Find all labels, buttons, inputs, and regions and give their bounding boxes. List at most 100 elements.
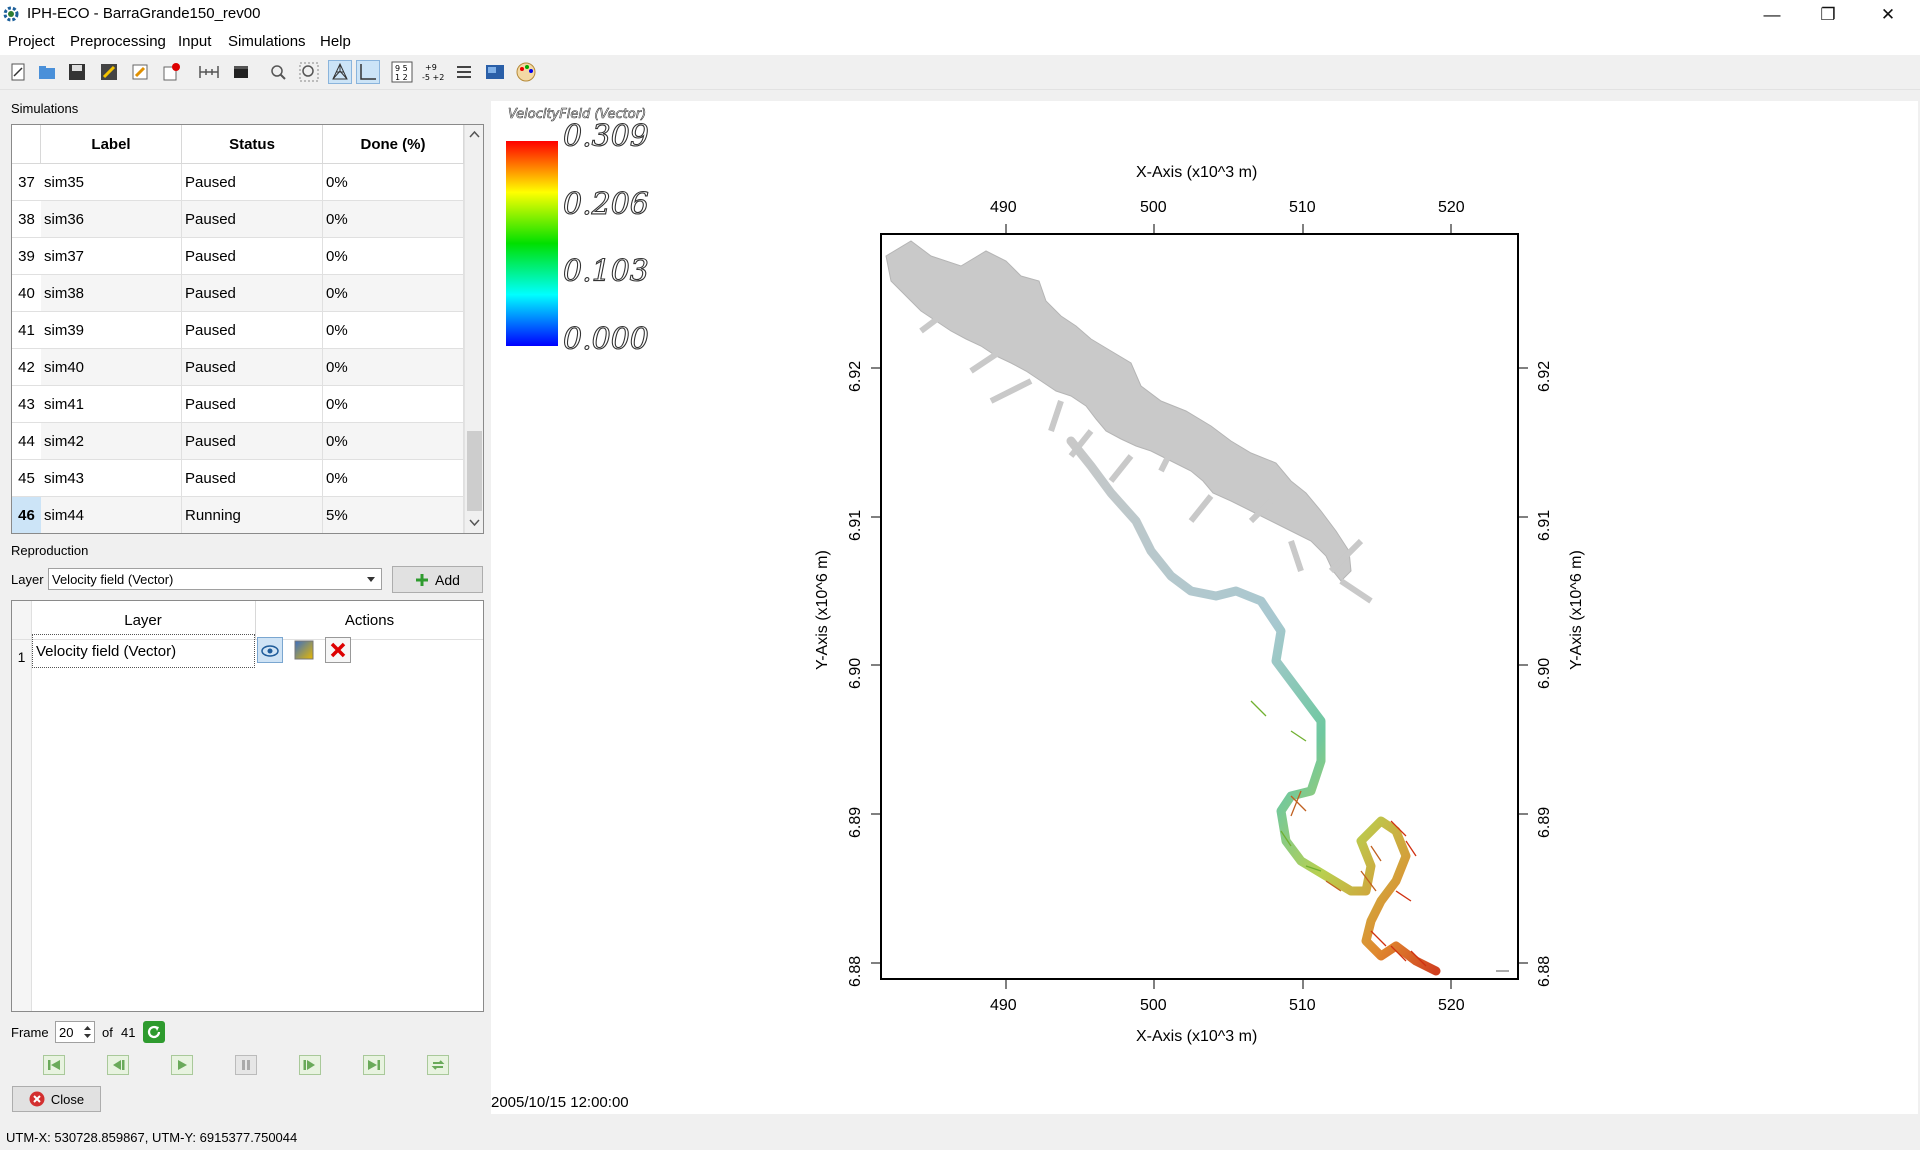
list-icon <box>455 63 473 81</box>
column-header-done[interactable]: Done (%) <box>323 125 464 163</box>
edit-button[interactable] <box>128 60 152 84</box>
legend-colorbar <box>506 141 558 346</box>
video-icon <box>232 63 250 81</box>
menu-preprocessing[interactable]: Preprocessing <box>70 33 166 50</box>
close-icon: ✕ <box>1881 5 1895 25</box>
cell-done[interactable]: 0% <box>323 275 464 311</box>
cell-done[interactable]: 0% <box>323 238 464 274</box>
previous-frame-button[interactable] <box>105 1052 131 1078</box>
cell-done[interactable]: 0% <box>323 460 464 496</box>
scroll-up-icon[interactable] <box>469 130 480 138</box>
layer-color-button[interactable] <box>291 637 317 663</box>
cell-status[interactable]: Paused <box>182 460 323 496</box>
cell-label[interactable]: sim36 <box>41 201 182 237</box>
layer-dropdown[interactable]: Velocity field (Vector) <box>48 568 382 590</box>
table-row[interactable]: 42 sim40 Paused 0% <box>12 349 464 386</box>
cell-done[interactable]: 0% <box>323 201 464 237</box>
cell-status[interactable]: Paused <box>182 312 323 348</box>
grid-button[interactable] <box>197 60 221 84</box>
table-row[interactable]: 38 sim36 Paused 0% <box>12 201 464 238</box>
table-row-selected[interactable]: 46 sim44 Running 5% <box>12 497 464 534</box>
remove-layer-button[interactable] <box>325 637 351 663</box>
cell-status[interactable]: Running <box>182 497 323 533</box>
new-project-button[interactable] <box>6 60 30 84</box>
restore-button[interactable]: ❐ <box>1800 0 1856 29</box>
plot-frame <box>881 234 1518 979</box>
play-button[interactable] <box>169 1052 195 1078</box>
cell-status[interactable]: Paused <box>182 201 323 237</box>
row-number: 38 <box>12 201 41 237</box>
cell-label[interactable]: sim37 <box>41 238 182 274</box>
cell-label[interactable]: sim40 <box>41 349 182 385</box>
cell-status[interactable]: Paused <box>182 164 323 200</box>
cell-label[interactable]: sim43 <box>41 460 182 496</box>
mesh-button[interactable] <box>328 60 352 84</box>
pause-button[interactable] <box>233 1052 259 1078</box>
simulations-scrollbar[interactable] <box>464 125 484 533</box>
zoom-button[interactable] <box>266 60 290 84</box>
table-row[interactable]: 39 sim37 Paused 0% <box>12 238 464 275</box>
column-header-label[interactable]: Label <box>41 125 182 163</box>
menu-help[interactable]: Help <box>320 33 351 50</box>
y-tick-left-688: 6.88 <box>847 956 865 987</box>
minimize-button[interactable]: — <box>1744 0 1800 29</box>
cell-label[interactable]: sim39 <box>41 312 182 348</box>
cell-status[interactable]: Paused <box>182 349 323 385</box>
table-row[interactable]: 37 sim35 Paused 0% <box>12 164 464 201</box>
notification-icon <box>161 62 181 82</box>
ruler-button[interactable]: +9 -5 +2 <box>421 60 445 84</box>
cell-done[interactable]: 0% <box>323 423 464 459</box>
loop-icon <box>427 1055 449 1075</box>
layer-name-cell[interactable]: Velocity field (Vector) <box>32 634 255 668</box>
refresh-button[interactable] <box>143 1021 165 1043</box>
next-frame-button[interactable] <box>297 1052 323 1078</box>
table-row[interactable]: 45 sim43 Paused 0% <box>12 460 464 497</box>
list-button[interactable] <box>452 60 476 84</box>
table-row[interactable]: 44 sim42 Paused 0% <box>12 423 464 460</box>
last-frame-button[interactable] <box>361 1052 387 1078</box>
cell-label[interactable]: sim41 <box>41 386 182 422</box>
cell-status[interactable]: Paused <box>182 423 323 459</box>
column-header-actions[interactable]: Actions <box>256 601 483 639</box>
open-project-button[interactable] <box>35 60 59 84</box>
table-row[interactable]: 40 sim38 Paused 0% <box>12 275 464 312</box>
spin-arrows-icon[interactable] <box>83 1024 92 1040</box>
cell-status[interactable]: Paused <box>182 275 323 311</box>
add-layer-button[interactable]: Add <box>392 566 483 593</box>
video-button[interactable] <box>229 60 253 84</box>
cell-done[interactable]: 0% <box>323 386 464 422</box>
column-header-status[interactable]: Status <box>182 125 323 163</box>
close-button[interactable]: Close <box>12 1086 101 1112</box>
frame-spinbox[interactable]: 20 <box>55 1021 95 1043</box>
cell-done[interactable]: 0% <box>323 164 464 200</box>
menu-input[interactable]: Input <box>178 33 211 50</box>
scrollbar-thumb[interactable] <box>467 431 482 511</box>
menu-simulations[interactable]: Simulations <box>228 33 306 50</box>
save-button[interactable] <box>65 60 89 84</box>
cell-label[interactable]: sim35 <box>41 164 182 200</box>
cell-status[interactable]: Paused <box>182 386 323 422</box>
table-row[interactable]: 43 sim41 Paused 0% <box>12 386 464 423</box>
cell-done[interactable]: 5% <box>323 497 464 533</box>
cell-label[interactable]: sim42 <box>41 423 182 459</box>
cell-done[interactable]: 0% <box>323 349 464 385</box>
cell-label[interactable]: sim44 <box>41 497 182 533</box>
legend-value-max: 0.309 <box>563 119 649 154</box>
axes-button[interactable] <box>356 60 380 84</box>
cell-status[interactable]: Paused <box>182 238 323 274</box>
notification-button[interactable] <box>159 60 183 84</box>
menu-project[interactable]: Project <box>8 33 55 50</box>
zoom-extent-button[interactable] <box>297 60 321 84</box>
scroll-down-icon[interactable] <box>469 519 480 527</box>
cell-label[interactable]: sim38 <box>41 275 182 311</box>
loop-button[interactable] <box>425 1052 451 1078</box>
table-row[interactable]: 41 sim39 Paused 0% <box>12 312 464 349</box>
close-window-button[interactable]: ✕ <box>1860 0 1916 29</box>
map-button[interactable] <box>483 60 507 84</box>
palette-button[interactable] <box>514 60 538 84</box>
edit-project-button[interactable] <box>97 60 121 84</box>
first-frame-button[interactable] <box>41 1052 67 1078</box>
visibility-toggle-button[interactable] <box>257 637 283 663</box>
cell-done[interactable]: 0% <box>323 312 464 348</box>
